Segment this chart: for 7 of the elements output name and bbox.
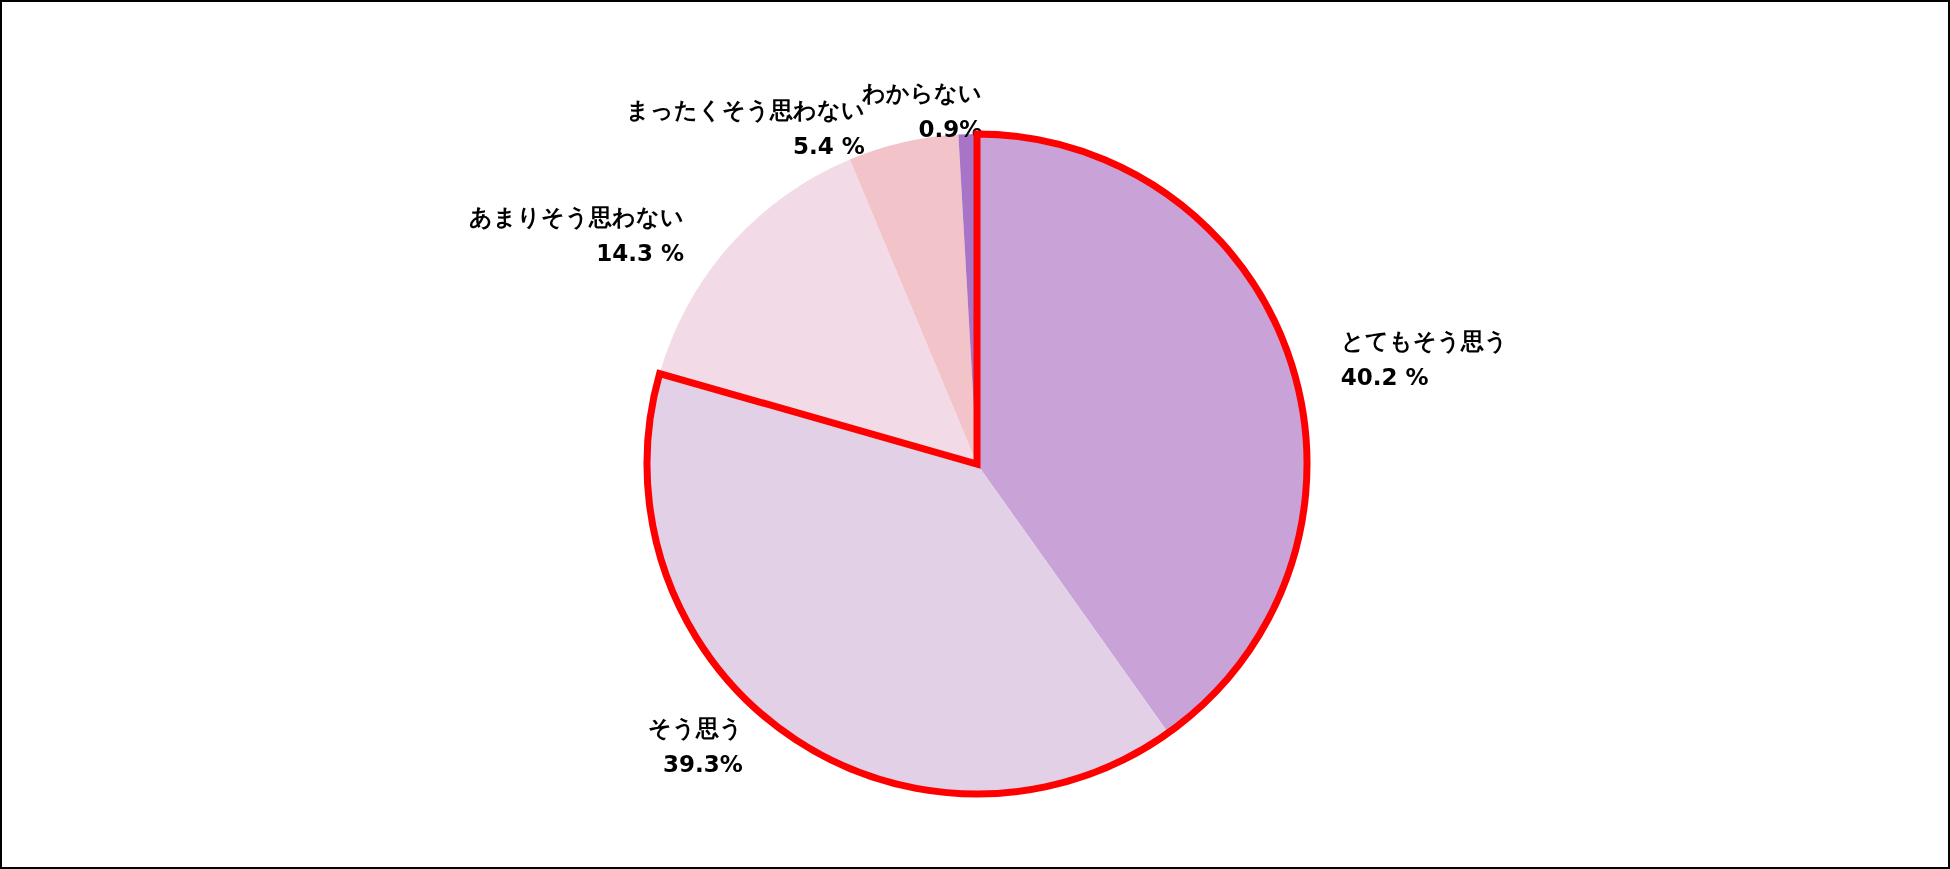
- data-label: 40.2 %: [1340, 364, 1429, 391]
- data-label: 14.3 %: [596, 239, 685, 266]
- slice-label: そう思う: [647, 714, 743, 741]
- data-label: 39.3%: [663, 750, 743, 777]
- slice-label: とてもそう思う: [1340, 328, 1508, 355]
- data-label: 5.4 %: [792, 132, 865, 159]
- slice-label: あまりそう思わない: [469, 203, 685, 230]
